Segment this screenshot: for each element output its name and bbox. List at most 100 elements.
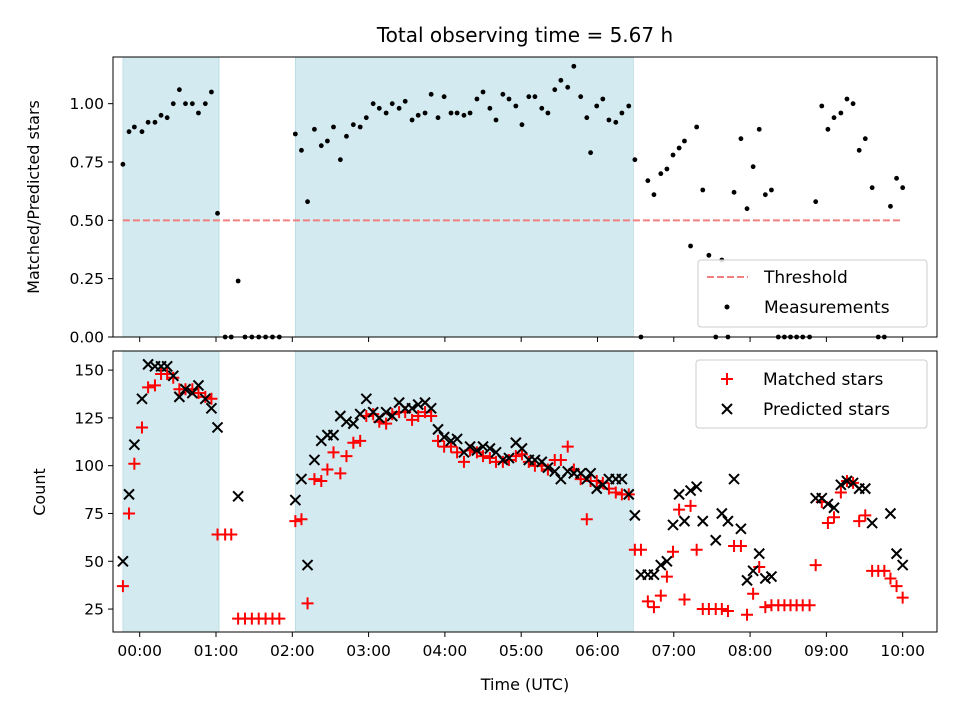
measurement-point: [402, 98, 408, 104]
measurement-point: [376, 105, 382, 111]
count-legend-box: [695, 359, 928, 429]
observing-window-shading: [122, 56, 634, 338]
matched-star-point: [574, 473, 587, 486]
measurement-point: [131, 124, 137, 130]
measurement-point: [139, 129, 145, 135]
measurement-point: [706, 252, 712, 258]
predicted-star-point: [301, 559, 314, 571]
matched-star-point: [273, 612, 286, 625]
measurement-point: [539, 105, 545, 111]
measurement-point: [396, 105, 402, 111]
matched-star-point: [148, 379, 161, 392]
predicted-star-point: [741, 574, 753, 587]
matched-star-point: [327, 446, 340, 459]
matched-star-point: [225, 528, 238, 541]
matched-star-point: [890, 580, 903, 593]
count-legend: Matched stars Predicted stars: [695, 359, 928, 429]
measurement-point: [383, 110, 389, 116]
predicted-star-point: [822, 498, 834, 510]
measurement-point: [189, 101, 195, 107]
measurements-legend-label: Measurements: [764, 298, 890, 318]
predicted-star-point: [451, 433, 463, 445]
shaded-interval: [295, 350, 634, 633]
measurement-point: [651, 192, 657, 198]
matched-star-point: [412, 409, 425, 422]
predicted-star-point: [835, 479, 847, 491]
matched-star-point: [123, 507, 136, 520]
measurement-point: [658, 171, 664, 177]
y-tick-label: 125: [74, 409, 104, 427]
measurement-point: [900, 185, 906, 191]
matched-star-point: [734, 539, 747, 552]
matched-star-point: [354, 434, 367, 447]
predicted-star-point: [591, 482, 603, 495]
measurement-point: [844, 96, 850, 102]
matched-star-point: [116, 580, 129, 593]
predicted-star-point: [425, 402, 437, 415]
measurement-point: [688, 243, 693, 249]
predicted-star-point: [289, 494, 302, 506]
measurement-point: [215, 210, 220, 216]
predicted-star-point: [308, 454, 321, 466]
measurement-point: [682, 138, 687, 144]
count-panel-frame: [112, 350, 938, 633]
predicted-star-point: [123, 488, 135, 501]
matched-star-point: [580, 513, 593, 526]
measurement-point: [526, 94, 532, 100]
predicted-star-point: [136, 393, 148, 405]
predicted-star-point: [477, 440, 489, 453]
measurement-point: [519, 122, 525, 128]
predicted-star-point: [432, 423, 444, 436]
x-tick-label: 03:00: [346, 642, 391, 660]
predicted-star-point: [167, 370, 179, 382]
matched-star-point: [896, 591, 909, 604]
measurement-point: [571, 63, 577, 69]
matched-star-point: [590, 474, 603, 487]
x-tick-label: 09:00: [804, 642, 849, 660]
measurement-point: [202, 101, 208, 107]
measurement-point: [600, 96, 606, 102]
matched-star-point: [554, 453, 567, 466]
measurement-point: [506, 96, 512, 102]
matched-star-point: [301, 597, 314, 610]
x-tick-label: 01:00: [194, 642, 239, 660]
ratio-legend: Threshold Measurements: [697, 259, 928, 328]
measurement-point: [493, 117, 499, 123]
predicted-star-point: [673, 488, 685, 501]
measurement-point: [331, 124, 336, 130]
predicted-star-point: [503, 452, 515, 464]
matched-star-point: [878, 564, 891, 577]
matched-star-point: [809, 559, 822, 572]
matched-star-point: [715, 603, 728, 616]
matched-star-point: [142, 381, 155, 394]
ratio-x-ticks: [139, 337, 904, 342]
measurement-point: [152, 119, 158, 125]
measurement-point: [235, 278, 241, 284]
predicted-star-point: [753, 547, 765, 560]
matched-legend-swatch: [721, 373, 733, 385]
measurements-legend-swatch: [724, 304, 730, 310]
measurement-point: [409, 117, 415, 123]
measurement-point: [337, 157, 343, 163]
x-tick-label: 02:00: [270, 642, 315, 660]
matched-star-point: [457, 455, 470, 468]
matched-star-point: [128, 457, 141, 470]
predicted-star-point: [710, 534, 722, 546]
measurement-point: [513, 103, 519, 109]
measurement-point: [415, 112, 421, 118]
predicted-star-point: [295, 473, 308, 485]
ratio-legend-box: [697, 259, 928, 328]
predicted-star-point: [866, 517, 878, 529]
measurement-point: [448, 110, 454, 116]
y-tick-label: 150: [74, 362, 104, 380]
matched-star-point: [425, 409, 438, 422]
matched-star-point: [451, 446, 464, 459]
y-tick-label: 0.50: [69, 212, 104, 230]
shaded-interval: [122, 56, 220, 338]
count-y-axis-title: Count: [30, 468, 49, 516]
measurement-point: [145, 119, 151, 125]
measurement-point: [888, 203, 893, 209]
y-tick-label: 75: [84, 505, 104, 523]
measurement-point: [170, 101, 176, 107]
